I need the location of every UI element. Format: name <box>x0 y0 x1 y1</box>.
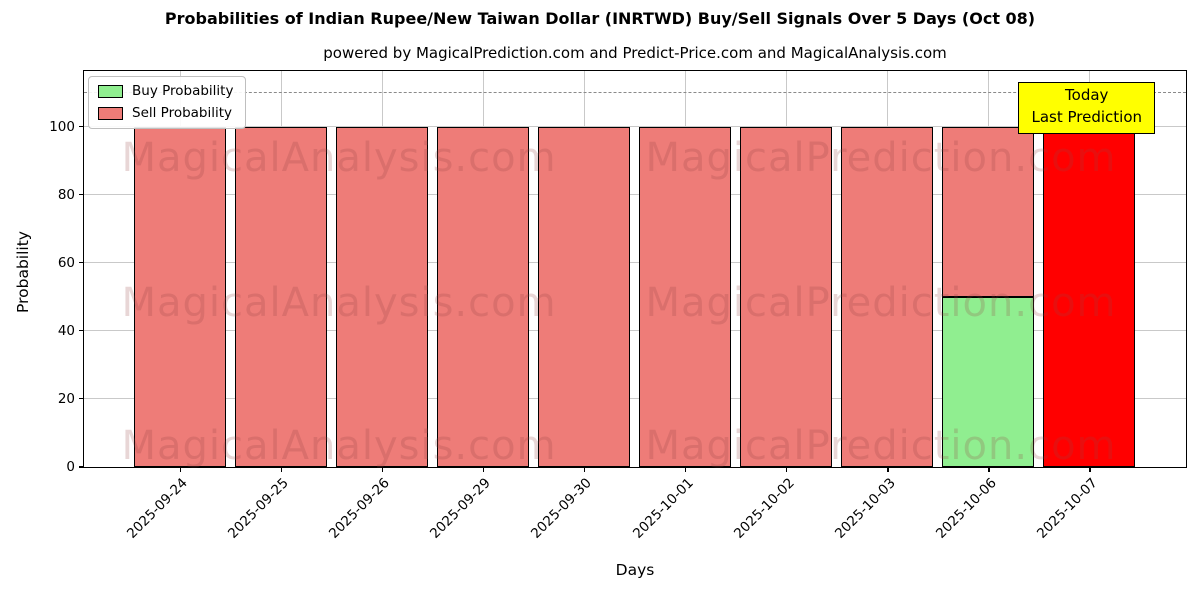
bar <box>1043 126 1136 467</box>
bar-slot: 2025-09-29 <box>427 71 533 542</box>
x-tick-mark <box>280 467 282 472</box>
today-annotation-line1: Today <box>1065 86 1109 104</box>
legend-swatch-buy <box>98 85 123 99</box>
y-gridline <box>84 193 1186 195</box>
x-tick-label: 2025-10-01 <box>629 475 697 542</box>
y-tick-label: 0 <box>66 459 75 475</box>
today-annotation-line2: Last Prediction <box>1031 107 1142 126</box>
bar-segment-buy <box>942 296 1035 467</box>
bar-segment-sell <box>335 126 428 467</box>
y-tick-label: 40 <box>57 322 75 339</box>
legend-item: Buy Probability <box>98 83 234 99</box>
bar-slot: 2025-10-02 <box>731 71 837 542</box>
legend-label: Buy Probability <box>132 83 234 99</box>
x-tick-label: 2025-09-30 <box>528 475 596 542</box>
bar <box>133 126 226 467</box>
plot-area: 2025-09-24 2025-09-25 2025-09-26 2025-09-29… <box>49 70 1187 542</box>
legend-label: Sell Probability <box>132 104 233 121</box>
y-tick-label: 60 <box>57 254 75 271</box>
bar-segment-sell <box>841 126 934 467</box>
x-tick-mark <box>1089 467 1091 472</box>
bar <box>537 126 630 467</box>
chart-subtitle: powered by MagicalPrediction.com and Pre… <box>323 44 947 62</box>
legend-swatch-sell <box>98 106 123 120</box>
bar-slot: 2025-09-26 <box>326 71 432 542</box>
bar-segment-sell <box>133 126 226 467</box>
bar-segment-sell <box>436 126 529 467</box>
bar-segment-sell <box>639 126 732 467</box>
y-gridline <box>84 125 1186 127</box>
bar-segment-today_sell <box>1043 126 1136 467</box>
y-tick-mark <box>79 330 84 332</box>
bar <box>436 126 529 467</box>
y-tick-mark <box>79 398 84 400</box>
x-axis-label: Days <box>615 561 655 579</box>
chart-title: Probabilities of Indian Rupee/New Taiwan… <box>164 9 1036 28</box>
legend-item: Sell Probability <box>98 104 233 121</box>
x-tick-mark <box>988 467 990 472</box>
threshold-dashed-line <box>84 91 1186 93</box>
x-tick-mark <box>381 467 384 472</box>
bar <box>639 126 732 467</box>
x-tick-label: 2025-09-29 <box>427 475 495 542</box>
y-gridline <box>84 329 1186 331</box>
y-tick-label: 100 <box>49 118 75 135</box>
bar-segment-sell <box>942 126 1035 297</box>
x-tick-mark <box>179 467 181 472</box>
y-tick-label: 20 <box>57 390 75 407</box>
today-annotation: Today Last Prediction <box>1018 82 1155 134</box>
x-tick-label: 2025-10-02 <box>730 475 798 542</box>
x-tick-mark <box>583 467 586 472</box>
y-tick-mark <box>79 194 84 196</box>
y-tick-mark <box>79 126 84 128</box>
bar-slot: 2025-09-24 <box>124 71 230 542</box>
bar-segment-sell <box>234 126 327 467</box>
bar-slot: 2025-10-03 <box>832 71 938 542</box>
x-tick-label: 2025-09-25 <box>225 475 292 542</box>
y-gridline <box>84 261 1186 263</box>
bar-slot: 2025-09-25 <box>225 71 331 542</box>
bar-slot: 2025-10-01 <box>630 71 735 542</box>
y-tick-mark <box>79 262 84 264</box>
y-tick-label: 80 <box>57 186 75 203</box>
y-gridline <box>84 397 1186 399</box>
bar <box>234 126 327 467</box>
x-tick-label: 2025-10-07 <box>1033 475 1101 542</box>
bar-slot: 2025-10-06 <box>933 71 1039 542</box>
bar-slots: 2025-09-24 2025-09-25 2025-09-26 2025-09-29… <box>84 71 1186 542</box>
x-tick-label: 2025-10-03 <box>831 475 899 542</box>
bar <box>942 126 1035 467</box>
y-axis-label: Probability <box>14 231 32 313</box>
bar-segment-sell <box>537 126 630 467</box>
bar <box>740 126 833 467</box>
x-tick-label: 2025-10-06 <box>932 475 1000 542</box>
bar-slot: 2025-10-07 <box>1034 71 1140 542</box>
x-tick-mark <box>685 467 687 472</box>
legend: Buy Probability Sell Probability <box>88 76 247 129</box>
bar-slot: 2025-09-30 <box>528 71 634 542</box>
x-tick-label: 2025-09-26 <box>326 475 394 542</box>
x-tick-mark <box>887 467 889 472</box>
x-tick-mark <box>482 467 485 472</box>
x-tick-mark <box>786 467 788 472</box>
y-tick-mark <box>79 466 84 468</box>
bar <box>841 126 934 467</box>
bar <box>335 126 428 467</box>
x-tick-label: 2025-09-24 <box>124 475 191 542</box>
bar-segment-sell <box>740 126 833 467</box>
